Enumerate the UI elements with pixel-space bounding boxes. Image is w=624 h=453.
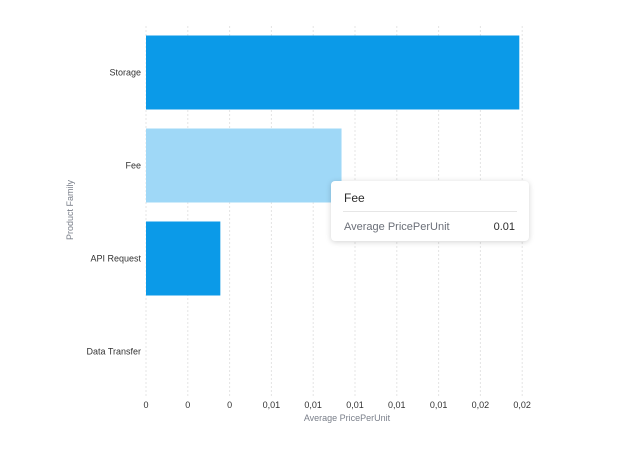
x-tick-label: 0,01 <box>388 400 406 410</box>
x-tick-label: 0,02 <box>472 400 490 410</box>
tooltip-divider <box>343 211 517 212</box>
x-tick-label: 0,01 <box>346 400 364 410</box>
y-tick-labels: Storage Fee API Request Data Transfer <box>86 68 141 357</box>
x-axis-title: Average PricePerUnit <box>304 413 391 423</box>
y-tick-label: Fee <box>125 161 141 171</box>
tooltip-title: Fee <box>344 191 365 205</box>
x-tick-labels: 0 0 0 0,01 0,01 0,01 0,01 0,01 0,02 0,02 <box>143 400 530 410</box>
bar-storage[interactable] <box>146 35 520 110</box>
x-tick-label: 0 <box>143 400 148 410</box>
bar-fee[interactable] <box>146 128 342 203</box>
x-tick-label: 0,01 <box>304 400 322 410</box>
x-tick-label: 0 <box>227 400 232 410</box>
tooltip-value: 0.01 <box>493 221 515 233</box>
y-tick-label: API Request <box>90 254 141 264</box>
x-tick-label: 0,02 <box>513 400 531 410</box>
bar-layer <box>146 35 520 296</box>
x-tick-label: 0 <box>185 400 190 410</box>
x-tick-label: 0,01 <box>430 400 448 410</box>
y-tick-label: Data Transfer <box>86 347 141 357</box>
y-axis-title: Product Family <box>65 179 75 240</box>
tooltip-label: Average PricePerUnit <box>344 221 450 233</box>
x-tick-label: 0,01 <box>263 400 281 410</box>
y-tick-label: Storage <box>109 68 141 78</box>
bar-api-request[interactable] <box>146 221 221 296</box>
tooltip: Fee Average PricePerUnit 0.01 <box>331 181 529 241</box>
